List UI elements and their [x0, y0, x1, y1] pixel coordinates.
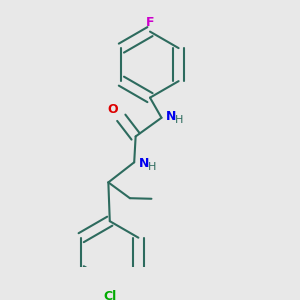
Text: Cl: Cl	[103, 290, 116, 300]
Text: N: N	[166, 110, 176, 123]
Text: F: F	[146, 16, 154, 29]
Text: H: H	[175, 115, 184, 125]
Text: N: N	[139, 157, 149, 170]
Text: H: H	[148, 163, 156, 172]
Text: O: O	[107, 103, 118, 116]
